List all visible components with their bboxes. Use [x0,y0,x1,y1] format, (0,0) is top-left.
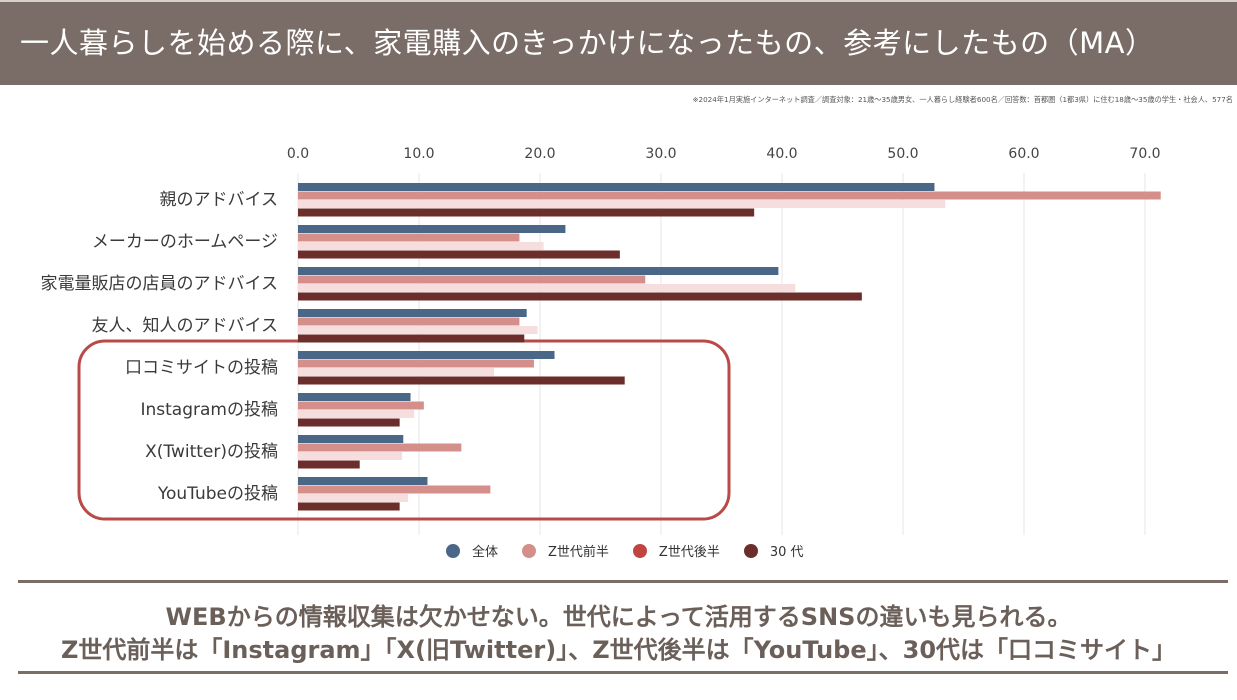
bar [298,225,566,233]
bar [298,242,544,250]
legend-label: 30 代 [769,545,804,560]
x-tick-label: 60.0 [1008,146,1039,162]
bar [298,275,646,284]
bar [298,485,491,494]
category-label: 友人、知人のアドバイス [92,316,279,336]
bar [298,410,415,418]
x-tick-label: 70.0 [1129,146,1160,162]
bar [298,393,411,401]
legend-swatch [743,543,758,558]
divider-top [18,580,1228,583]
bar [298,435,404,443]
bar-chart: 0.0 10.0 20.0 30.0 40.0 50.0 60.0 70.0 親のアドバイスメー… [41,146,1161,535]
bar [298,359,534,368]
bar [298,208,755,217]
chart-legend: 全体 Z世代前半 Z世代後半 30 代 [446,541,828,560]
header-banner: 一人暮らしを始める際に、家電購入のきっかけになったもの、参考にしたもの（MA） [0,2,1237,85]
bar [298,183,935,191]
legend-label: Z世代前半 [548,545,609,560]
bar [298,326,538,334]
category-label: YouTubeの投稿 [157,484,278,504]
legend-item: Z世代後半 [632,541,720,560]
bar [298,460,360,469]
x-tick-label: 30.0 [645,146,676,162]
x-tick-label: 20.0 [524,146,555,162]
bar [298,351,555,359]
bar [298,452,403,460]
legend-item: 全体 [446,541,498,560]
bar [298,200,946,208]
category-label: X(Twitter)の投稿 [145,442,278,462]
bar [298,418,400,427]
conclusion-line-1: WEBからの情報収集は欠かせない。世代によって活用するSNSの違いも見られる。 [165,603,1072,631]
legend-swatch [446,543,460,558]
bar [298,267,779,275]
legend-item: 30 代 [743,541,804,560]
bar [298,250,620,259]
bar [298,376,625,385]
top-border [0,0,1237,2]
category-label: 親のアドバイス [160,190,279,210]
bar [298,284,796,292]
bar [298,401,424,410]
bar [298,309,527,317]
legend-swatch [522,543,537,558]
legend-swatch [632,543,647,558]
x-tick-label: 40.0 [766,146,797,162]
category-label: メーカーのホームページ [92,232,278,252]
bar [298,317,520,326]
bar [298,292,862,301]
conclusion-line-2: Z世代前半は「Instagram」「X(旧Twitter)」、Z世代後半は「Yo… [60,636,1177,664]
bar [298,443,462,452]
x-tick-label: 0.0 [287,146,309,162]
x-tick-label: 50.0 [887,146,918,162]
page-title: 一人暮らしを始める際に、家電購入のきっかけになったもの、参考にしたもの（MA） [20,26,1155,60]
bar [298,191,1161,200]
category-label: Instagramの投稿 [141,400,279,420]
legend-label: Z世代後半 [658,545,720,560]
bar [298,368,495,376]
legend-item: Z世代前半 [522,541,609,560]
category-label: 家電量販店の店員のアドバイス [41,274,279,294]
bar [298,502,400,511]
x-tick-label: 10.0 [403,146,434,162]
bar [298,494,409,502]
bar [298,334,525,343]
survey-footnote: ※2024年1月実施インターネット調査／調査対象：21歳～35歳男女、一人暮らし… [692,95,1234,104]
category-label: 口コミサイトの投稿 [125,358,278,378]
legend-label: 全体 [472,545,499,560]
bar [298,233,520,242]
divider-bottom [18,671,1228,674]
bar [298,477,428,485]
